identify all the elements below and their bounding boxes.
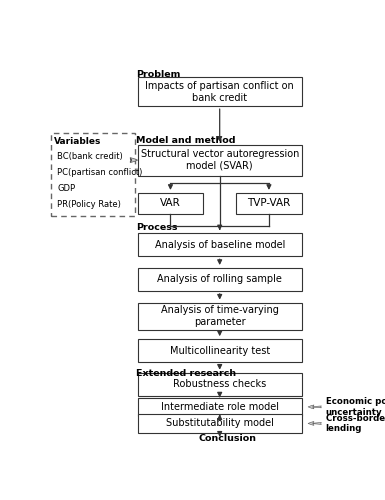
Text: BC(bank credit): BC(bank credit): [57, 152, 123, 160]
Text: Analysis of rolling sample: Analysis of rolling sample: [157, 274, 282, 284]
Text: PR(Policy Rate): PR(Policy Rate): [57, 200, 121, 209]
Text: Conclusion: Conclusion: [199, 434, 257, 442]
FancyBboxPatch shape: [236, 193, 302, 214]
Text: Multicollinearity test: Multicollinearity test: [169, 346, 270, 356]
FancyBboxPatch shape: [138, 268, 302, 291]
Text: Analysis of baseline model: Analysis of baseline model: [154, 240, 285, 250]
Text: Structural vector autoregression
model (SVAR): Structural vector autoregression model (…: [141, 150, 299, 171]
FancyBboxPatch shape: [138, 193, 203, 214]
Text: Problem: Problem: [136, 70, 181, 79]
Text: Variables: Variables: [54, 137, 101, 146]
FancyBboxPatch shape: [138, 78, 302, 106]
Text: Cross-border bank
lending: Cross-border bank lending: [326, 414, 385, 433]
Text: Impacts of partisan conflict on
bank credit: Impacts of partisan conflict on bank cre…: [145, 81, 294, 102]
Text: Substitutability model: Substitutability model: [166, 418, 274, 428]
Text: Robustness checks: Robustness checks: [173, 379, 266, 389]
FancyBboxPatch shape: [138, 414, 302, 432]
FancyBboxPatch shape: [138, 339, 302, 362]
FancyBboxPatch shape: [138, 233, 302, 256]
Text: TVP-VAR: TVP-VAR: [247, 198, 291, 208]
FancyBboxPatch shape: [138, 372, 302, 396]
FancyBboxPatch shape: [138, 398, 302, 416]
FancyBboxPatch shape: [51, 133, 135, 216]
Text: PC(partisan conflict): PC(partisan conflict): [57, 168, 142, 177]
Text: Economic policy
uncertainty: Economic policy uncertainty: [326, 397, 385, 416]
Text: Model and method: Model and method: [136, 136, 236, 145]
Text: Intermediate role model: Intermediate role model: [161, 402, 279, 412]
Text: Process: Process: [136, 223, 177, 232]
FancyBboxPatch shape: [138, 302, 302, 330]
Text: Extended research: Extended research: [136, 370, 236, 378]
FancyBboxPatch shape: [138, 144, 302, 176]
Text: Analysis of time-varying
parameter: Analysis of time-varying parameter: [161, 305, 279, 327]
Text: GDP: GDP: [57, 184, 75, 193]
Text: VAR: VAR: [160, 198, 181, 208]
